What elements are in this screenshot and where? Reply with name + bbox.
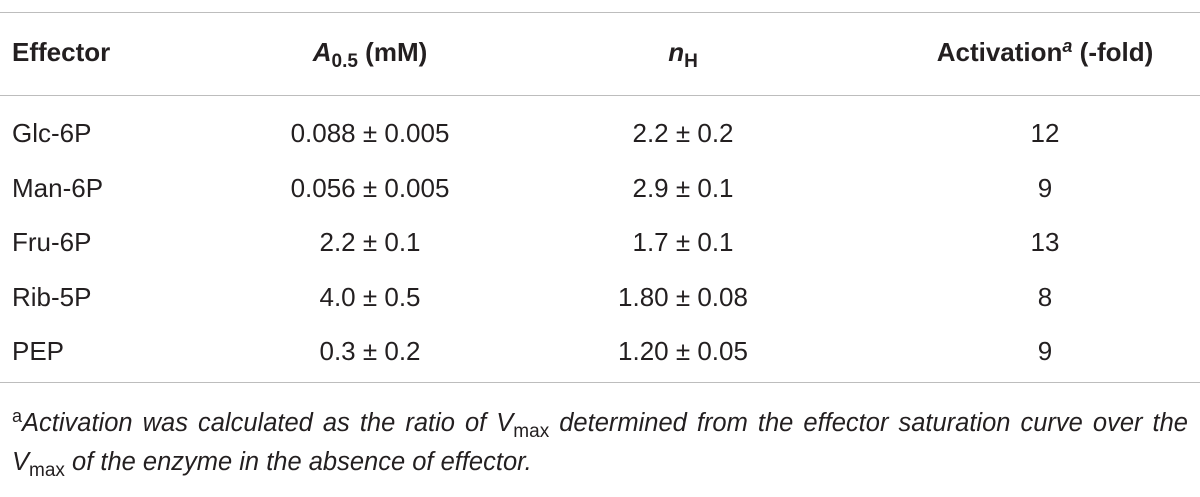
table-cell: 1.20 ± 0.05 <box>618 336 748 366</box>
header-symbol: A <box>312 37 332 67</box>
table-cell: 0.088 ± 0.005 <box>290 118 450 148</box>
header-superscript: a <box>1062 36 1073 56</box>
table-cell: Rib-5P <box>12 281 92 312</box>
footnote-text: determined from the effector saturation … <box>549 409 1188 437</box>
header-text: Effector <box>12 37 111 67</box>
table-cell: 4.0 ± 0.5 <box>319 281 421 312</box>
header-unit: (mM) <box>365 37 428 67</box>
header-subscript: H <box>684 51 698 72</box>
table-cell: 2.2 ± 0.1 <box>319 227 421 257</box>
table-cell: Fru-6P <box>12 227 92 257</box>
header-subscript: 0.5 <box>331 51 358 72</box>
top-rule <box>0 12 1200 13</box>
table-cell: 0.056 ± 0.005 <box>290 172 450 203</box>
table-cell: 0.3 ± 0.2 <box>319 336 421 366</box>
footnote-symbol: V <box>496 409 514 437</box>
footnote-text: of the enzyme in the absence of effector… <box>64 448 532 476</box>
footnote-marker: a <box>12 406 23 426</box>
table-cell: Glc-6P <box>12 118 92 148</box>
header-cell: nH <box>668 37 698 71</box>
header-symbol: n <box>668 37 685 67</box>
table-cell: Man-6P <box>12 172 104 203</box>
footnote: aActivation was calculated as the ratio … <box>12 404 1188 482</box>
table-cell: 9 <box>1037 172 1053 203</box>
table-cell: 2.9 ± 0.1 <box>632 172 734 203</box>
footnote-text: Activation was calculated as the ratio o… <box>22 409 497 437</box>
table-cell: 2.2 ± 0.2 <box>632 118 734 148</box>
header-cell: Activationa (-fold) <box>937 37 1154 67</box>
header-rule <box>0 95 1200 96</box>
table-cell: 1.80 ± 0.08 <box>618 281 748 312</box>
header-text: Activation <box>936 37 1063 67</box>
bottom-rule <box>0 382 1200 383</box>
header-cell: A0.5 (mM) <box>312 37 428 71</box>
table-cell: 8 <box>1037 281 1053 312</box>
footnote-symbol: V <box>12 448 30 476</box>
footnote-subscript: max <box>513 421 550 442</box>
table-cell: 9 <box>1037 336 1053 366</box>
header-unit: (-fold) <box>1079 37 1154 67</box>
table-cell: PEP <box>12 336 65 366</box>
table-cell: 13 <box>1030 227 1060 257</box>
header-cell: Effector <box>12 37 110 67</box>
table-cell: 1.7 ± 0.1 <box>632 227 734 257</box>
table-cell: 12 <box>1030 118 1060 148</box>
footnote-subscript: max <box>29 460 65 481</box>
